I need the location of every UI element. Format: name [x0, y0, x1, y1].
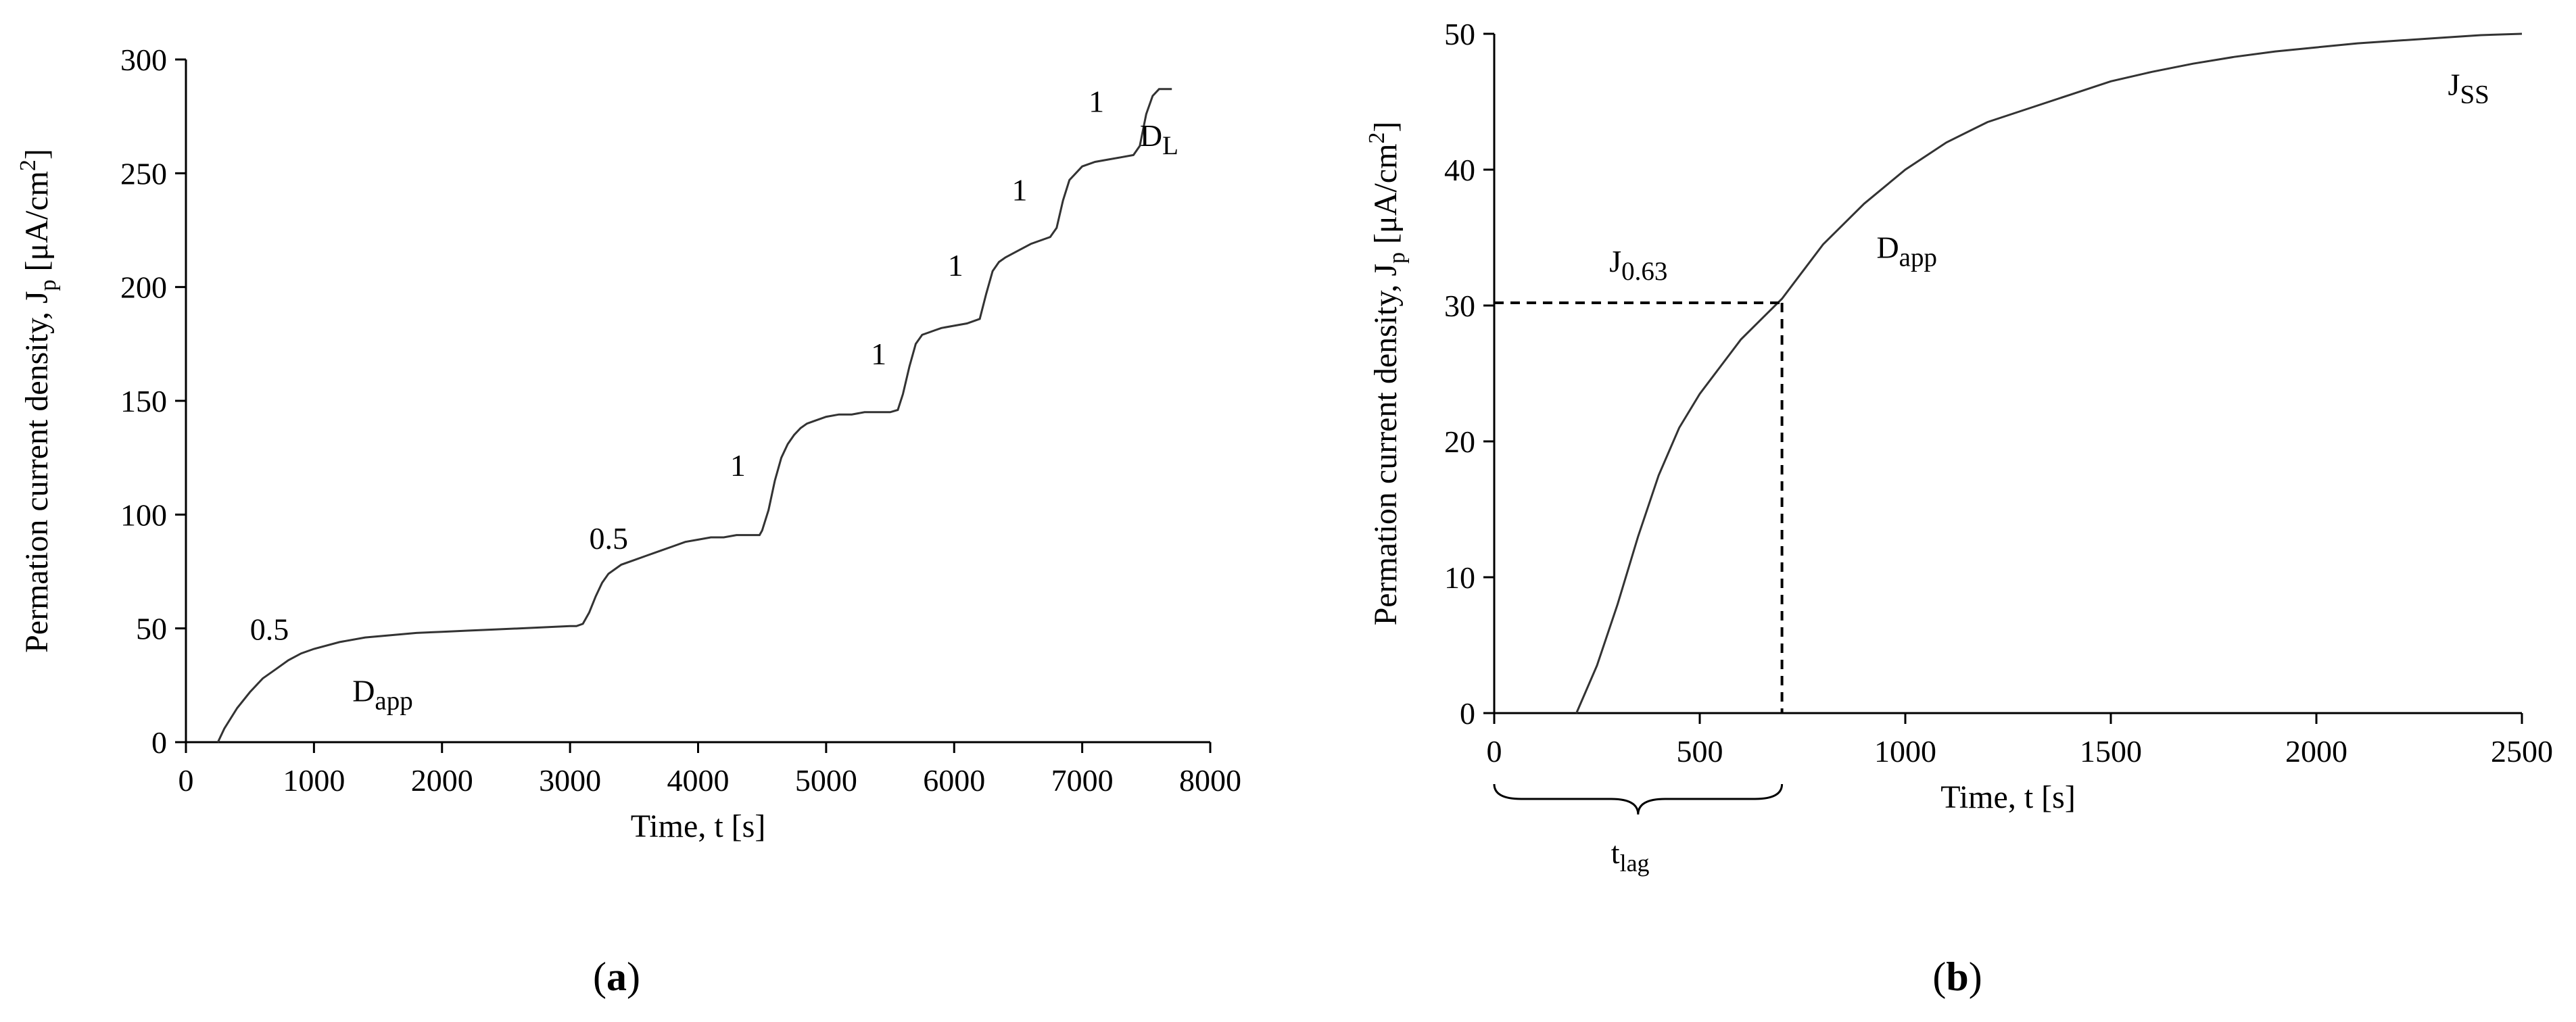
x-tick-label: 500 — [1677, 734, 1723, 769]
x-axis-label: Time, t [s] — [631, 808, 766, 844]
annotation-label: 1 — [1089, 84, 1104, 118]
x-tick-label: 0 — [1487, 734, 1502, 769]
x-tick-label: 8000 — [1179, 763, 1241, 798]
series-line — [1575, 32, 2523, 714]
annotation-label: JSS — [2448, 67, 2489, 109]
annotation-label: 1 — [730, 448, 746, 483]
y-tick-label: 30 — [1444, 289, 1475, 323]
y-tick-label: 20 — [1444, 424, 1475, 459]
x-tick-label: 1000 — [1874, 734, 1936, 769]
y-tick-label: 150 — [120, 384, 167, 418]
y-tick-label: 0 — [1460, 696, 1475, 731]
annotation-label: 0.5 — [250, 612, 289, 647]
x-tick-label: 2000 — [2285, 734, 2347, 769]
panel-label: (b) — [1932, 954, 1982, 999]
x-tick-label: 0 — [178, 763, 194, 798]
annotation-label: 1 — [871, 337, 886, 371]
x-tick-label: 1000 — [283, 763, 345, 798]
annotation-label: 0.5 — [590, 521, 629, 556]
y-tick-label: 200 — [120, 270, 167, 305]
y-tick-label: 100 — [120, 497, 167, 532]
x-tick-label: 7000 — [1051, 763, 1114, 798]
annotation-label: 1 — [1011, 173, 1027, 208]
annotation-label: J0.63 — [1609, 244, 1667, 286]
x-tick-label: 5000 — [795, 763, 857, 798]
tlag-label: tlag — [1611, 835, 1650, 877]
series-line — [216, 88, 1172, 743]
x-tick-label: 6000 — [923, 763, 985, 798]
y-tick-label: 40 — [1444, 153, 1475, 187]
annotation-label: 1 — [948, 248, 963, 283]
y-tick-label: 250 — [120, 156, 167, 191]
annotation-label: DL — [1140, 118, 1178, 160]
y-axis-label: Permation current density, Jp [μA/cm2] — [16, 149, 61, 653]
x-tick-label: 2000 — [411, 763, 473, 798]
x-axis-label: Time, t [s] — [1940, 779, 2076, 815]
y-axis-label: Permation current density, Jp [μA/cm2] — [1364, 122, 1410, 626]
x-tick-label: 1500 — [2080, 734, 2142, 769]
panel-label: (a) — [593, 954, 640, 999]
y-tick-label: 10 — [1444, 560, 1475, 595]
y-tick-label: 50 — [1444, 17, 1475, 51]
y-tick-label: 300 — [120, 43, 167, 77]
y-tick-label: 0 — [151, 725, 167, 760]
x-tick-label: 3000 — [539, 763, 601, 798]
x-tick-label: 4000 — [667, 763, 730, 798]
annotation-label: Dapp — [352, 673, 413, 715]
annotation-label: Dapp — [1876, 230, 1937, 272]
y-tick-label: 50 — [136, 612, 167, 646]
tlag-brace — [1493, 783, 1784, 815]
x-tick-label: 2500 — [2491, 734, 2553, 769]
